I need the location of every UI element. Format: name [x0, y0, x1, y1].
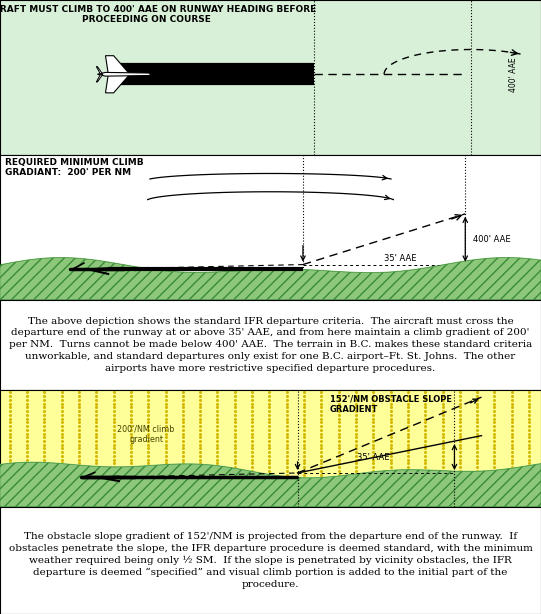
Text: AIRCRAFT MUST CLIMB TO 400' AAE ON RUNWAY HEADING BEFORE
PROCEEDING ON COURSE: AIRCRAFT MUST CLIMB TO 400' AAE ON RUNWA… — [0, 5, 316, 24]
Polygon shape — [105, 56, 130, 74]
Polygon shape — [96, 74, 103, 82]
Text: The above depiction shows the standard IFR departure criteria.  The aircraft mus: The above depiction shows the standard I… — [9, 317, 532, 373]
Polygon shape — [96, 66, 103, 74]
Text: 152'/NM OBSTACLE SLOPE
GRADIENT: 152'/NM OBSTACLE SLOPE GRADIENT — [330, 395, 452, 414]
Polygon shape — [97, 72, 151, 76]
Text: 35' AAE: 35' AAE — [384, 254, 417, 263]
Text: REQUIRED MINIMUM CLIMB
GRADIANT:  200' PER NM: REQUIRED MINIMUM CLIMB GRADIANT: 200' PE… — [5, 158, 144, 177]
Polygon shape — [105, 74, 130, 93]
Text: 400' AAE: 400' AAE — [473, 235, 511, 244]
Text: 35' AAE: 35' AAE — [357, 453, 390, 462]
Text: The obstacle slope gradient of 152'/NM is projected from the departure end of th: The obstacle slope gradient of 152'/NM i… — [9, 532, 532, 589]
Text: 400' AAE: 400' AAE — [510, 57, 518, 91]
Text: 200'/NM climb
gradient: 200'/NM climb gradient — [117, 425, 175, 445]
